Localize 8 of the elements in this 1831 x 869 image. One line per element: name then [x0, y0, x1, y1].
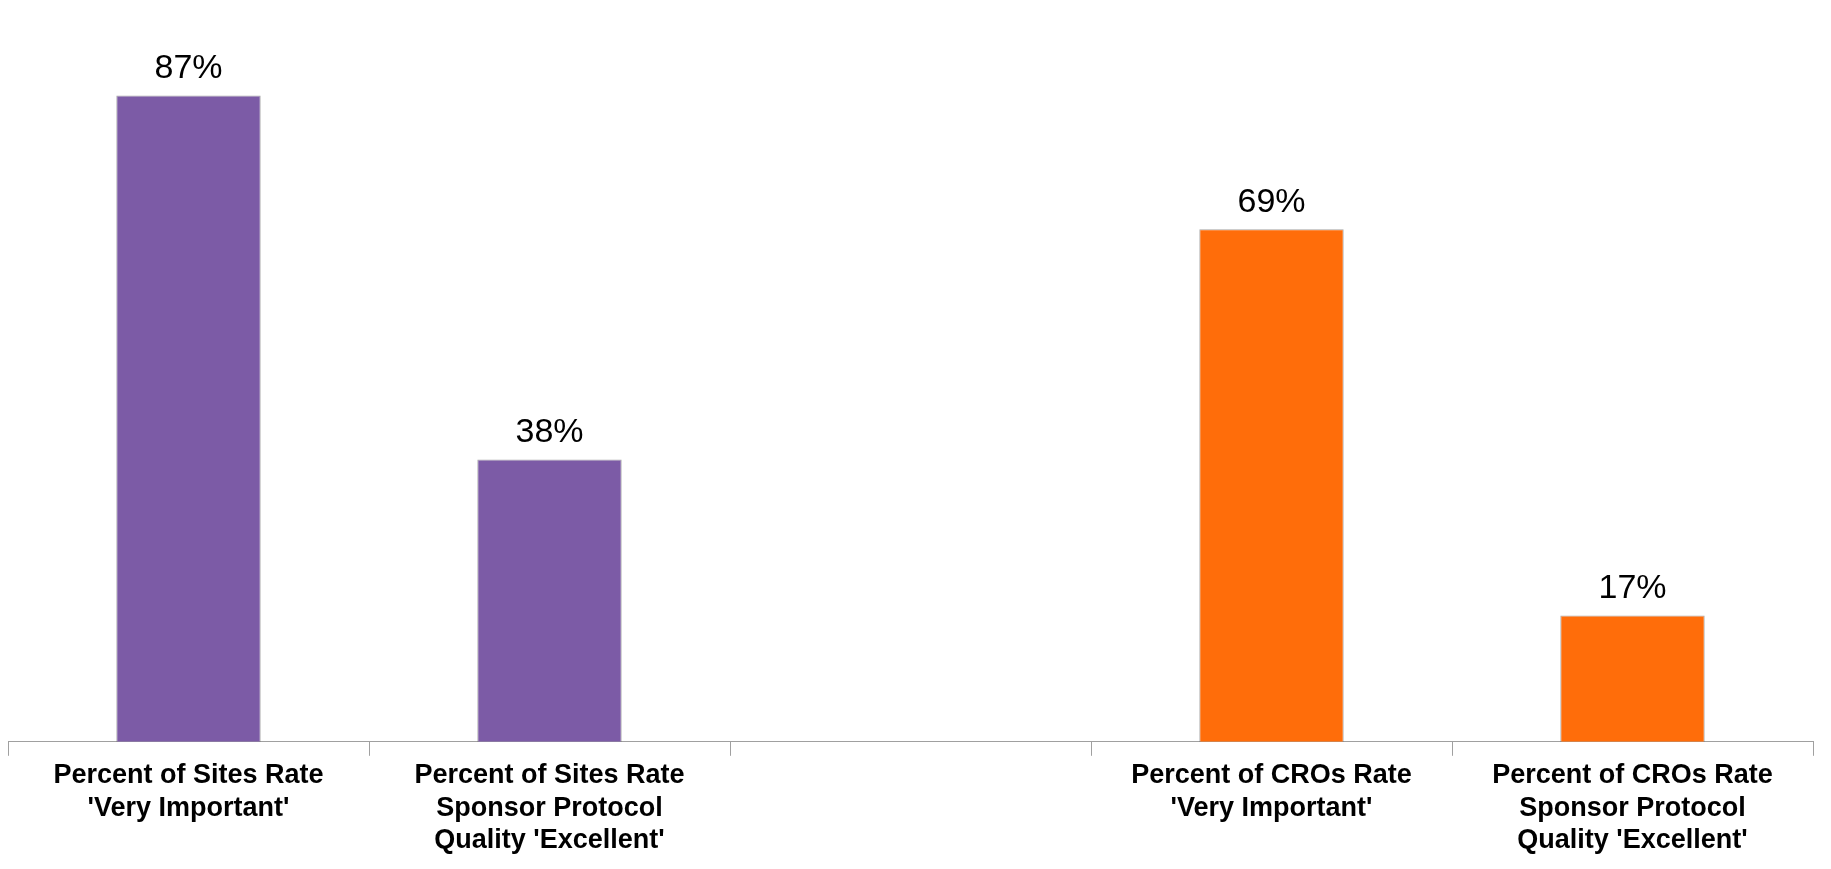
x-tick-label: Percent of CROs Rate Sponsor Protocol Quality 'Excellent' [1492, 759, 1773, 855]
x-tick-label: Percent of CROs Rate 'Very Important' [1131, 759, 1412, 822]
data-label: 17% [1598, 566, 1667, 605]
x-tick-label: Percent of Sites Rate Sponsor Protocol Quality 'Excellent' [414, 759, 685, 855]
data-label: 87% [154, 46, 223, 85]
data-label: 38% [515, 410, 584, 449]
data-label: 69% [1237, 180, 1306, 219]
x-tick-label: Percent of Sites Rate 'Very Important' [53, 759, 324, 822]
